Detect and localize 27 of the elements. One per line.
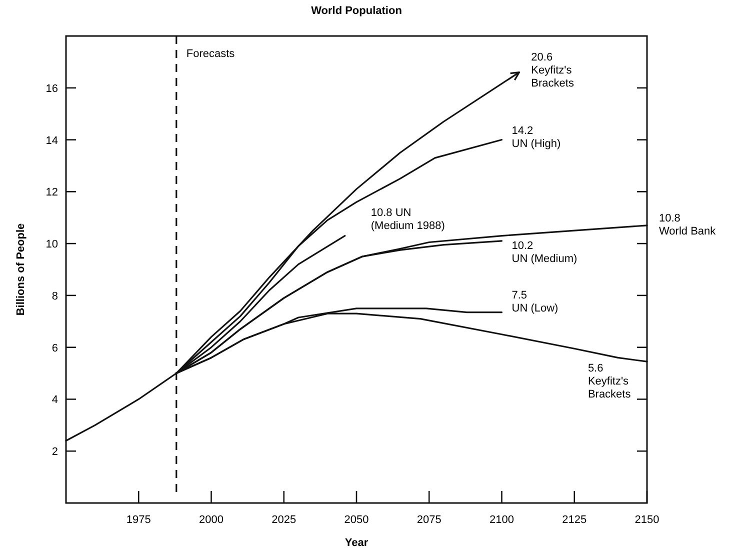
x-tick-label: 2075 xyxy=(416,514,442,526)
x-tick-label: 2150 xyxy=(634,514,660,526)
x-tick-label: 1975 xyxy=(126,514,151,526)
ref-line-label: Forecasts xyxy=(186,48,236,60)
annotation: 14.2 UN (High) xyxy=(512,124,561,150)
annotation: 10.2 UN (Medium) xyxy=(512,240,578,265)
y-tick-label: 16 xyxy=(46,82,58,95)
y-tick-label: 14 xyxy=(46,134,58,147)
annotation: 10.8 World Bank xyxy=(659,212,716,238)
y-tick-label: 2 xyxy=(52,446,58,458)
y-tick-label: 10 xyxy=(46,238,58,251)
y-axis-title: Billions of People xyxy=(15,223,27,316)
x-tick-label: 2050 xyxy=(344,514,369,526)
x-tick-label: 2025 xyxy=(272,514,296,526)
x-tick-label: 2100 xyxy=(490,514,514,526)
x-tick-label: 2000 xyxy=(199,514,224,526)
x-tick-label: 2125 xyxy=(562,514,587,526)
annotation: 5.6 Keyfitz's Brackets xyxy=(588,362,632,401)
chart-title: World Population xyxy=(311,5,402,17)
x-axis-title: Year xyxy=(344,537,369,549)
annotation: 10.8 UN (Medium 1988) xyxy=(370,206,445,232)
y-tick-label: 4 xyxy=(52,394,58,406)
annotation: 20.6 Keyfitz's Brackets xyxy=(531,51,574,90)
y-tick-label: 6 xyxy=(52,342,58,354)
y-tick-label: 8 xyxy=(52,290,58,302)
annotation: 7.5 UN (Low) xyxy=(512,289,558,314)
y-tick-label: 12 xyxy=(46,186,58,199)
